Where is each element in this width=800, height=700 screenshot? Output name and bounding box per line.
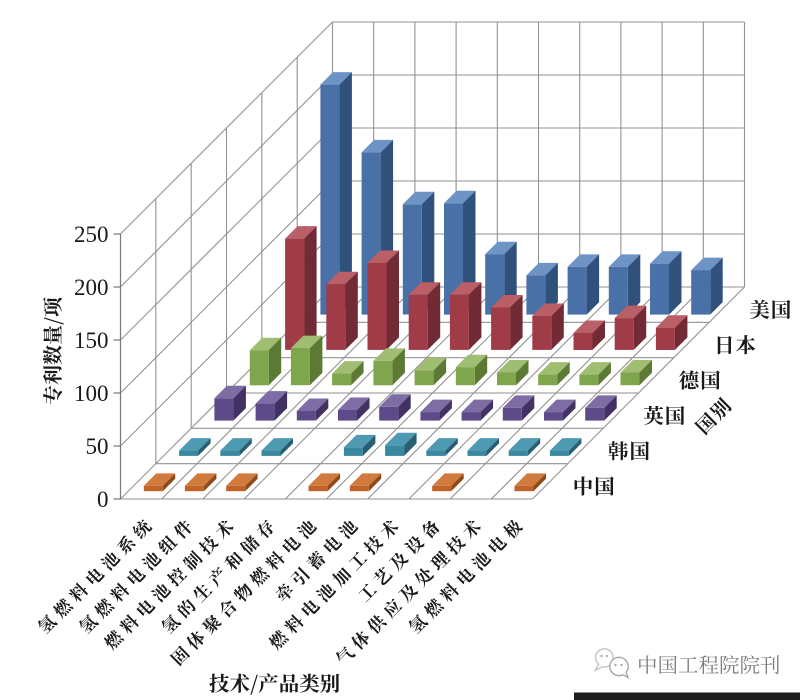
svg-text:150: 150 [74,328,109,353]
svg-text:0: 0 [97,487,109,512]
svg-text:250: 250 [74,222,109,247]
svg-text:100: 100 [74,381,109,406]
svg-text:50: 50 [86,434,109,459]
svg-text:200: 200 [74,275,109,300]
